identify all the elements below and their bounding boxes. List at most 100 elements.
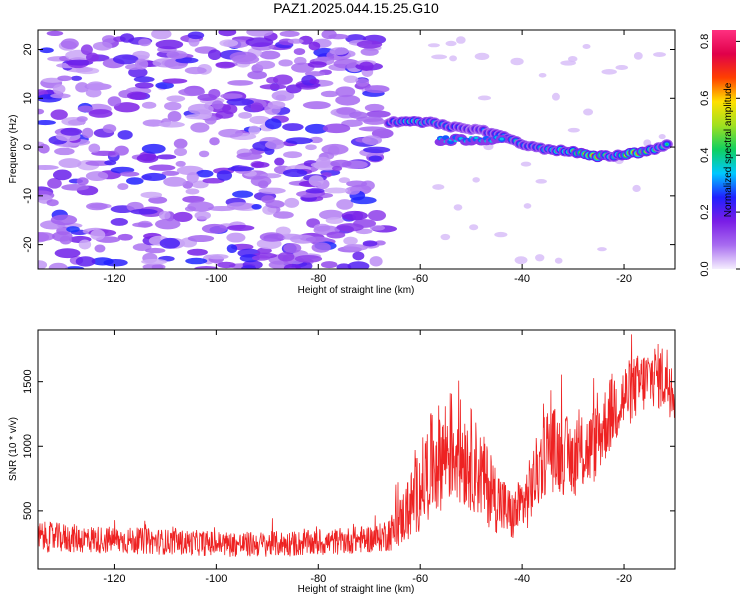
noise-blob bbox=[362, 135, 383, 145]
faint-blob bbox=[514, 256, 528, 265]
noise-blob bbox=[39, 47, 54, 54]
noise-blob bbox=[344, 186, 361, 195]
noise-blob bbox=[187, 248, 208, 256]
noise-blob bbox=[186, 172, 199, 183]
faint-blob bbox=[427, 43, 440, 48]
noise-blob bbox=[374, 240, 386, 246]
noise-blob bbox=[284, 197, 300, 208]
x-tick-label: -40 bbox=[514, 273, 530, 285]
noise-blob bbox=[250, 102, 264, 112]
noise-blob bbox=[220, 93, 243, 99]
noise-blob bbox=[166, 95, 186, 102]
noise-blob bbox=[80, 44, 93, 55]
y-tick-label: -20 bbox=[22, 237, 34, 253]
noise-blob bbox=[76, 177, 89, 186]
noise-blob bbox=[293, 48, 306, 56]
noise-blob bbox=[218, 128, 244, 138]
noise-blob bbox=[249, 115, 270, 125]
noise-blob bbox=[178, 88, 206, 97]
noise-blob bbox=[209, 137, 220, 146]
faint-blob bbox=[633, 51, 643, 60]
x-tick-label: -120 bbox=[103, 273, 125, 285]
noise-blob bbox=[346, 180, 368, 188]
noise-blob bbox=[363, 118, 387, 125]
noise-blob bbox=[185, 188, 200, 195]
noise-blob bbox=[226, 98, 254, 106]
spectrogram-frame bbox=[37, 29, 676, 270]
noise-blob bbox=[77, 105, 94, 113]
noise-blob bbox=[285, 84, 302, 94]
noise-blob bbox=[320, 90, 339, 98]
noise-blob bbox=[358, 126, 387, 132]
faint-blob bbox=[554, 257, 563, 264]
noise-blob bbox=[190, 122, 210, 133]
noise-blob bbox=[341, 210, 368, 221]
noise-blob bbox=[355, 78, 370, 87]
x-tick-label: -20 bbox=[616, 273, 632, 285]
noise-blob bbox=[305, 188, 325, 194]
noise-blob bbox=[86, 81, 106, 91]
noise-blob bbox=[187, 103, 214, 115]
noise-blob bbox=[259, 232, 284, 242]
noise-blob bbox=[54, 248, 81, 259]
noise-blob bbox=[126, 177, 144, 185]
noise-blob bbox=[232, 54, 260, 65]
secondary-band-blob bbox=[474, 136, 479, 140]
noise-blob bbox=[196, 169, 214, 178]
noise-blob bbox=[311, 242, 331, 253]
faint-blob bbox=[583, 108, 594, 116]
noise-blob bbox=[187, 234, 215, 242]
colorbar-tick-label: 0.4 bbox=[699, 148, 711, 163]
noise-blob bbox=[60, 38, 79, 50]
x-tick-label: -100 bbox=[205, 573, 227, 585]
noise-blob bbox=[333, 58, 361, 69]
noise-blob bbox=[208, 88, 221, 99]
noise-blob bbox=[251, 161, 270, 168]
noise-blob bbox=[94, 244, 106, 253]
faint-blob bbox=[440, 233, 451, 241]
noise-blob bbox=[85, 171, 109, 181]
noise-blob bbox=[251, 204, 262, 210]
noise-blob bbox=[38, 164, 59, 171]
noise-blob bbox=[329, 47, 349, 56]
noise-blob bbox=[159, 237, 181, 249]
noise-blob bbox=[343, 244, 368, 251]
noise-blob bbox=[142, 263, 166, 269]
noise-blob bbox=[185, 114, 212, 120]
noise-blob bbox=[110, 218, 128, 226]
noise-blob bbox=[65, 59, 94, 66]
noise-blob bbox=[75, 256, 96, 267]
signal-blob bbox=[665, 143, 669, 146]
noise-blob bbox=[325, 217, 344, 224]
noise-blob bbox=[198, 150, 210, 158]
x-tick-label: -100 bbox=[205, 273, 227, 285]
noise-blob bbox=[255, 60, 276, 70]
noise-blob bbox=[349, 111, 368, 119]
noise-blob bbox=[259, 50, 281, 60]
faint-blob bbox=[445, 40, 457, 47]
noise-blob bbox=[158, 121, 185, 128]
noise-blob bbox=[338, 177, 351, 184]
noise-blob bbox=[320, 261, 338, 269]
noise-blob bbox=[362, 240, 378, 247]
faint-blob bbox=[597, 247, 607, 252]
noise-blob bbox=[308, 41, 321, 51]
noise-blob bbox=[140, 191, 163, 199]
x-tick-label: -60 bbox=[412, 573, 428, 585]
snr-y-label: SNR (10 * v/v) bbox=[8, 417, 19, 481]
noise-blob bbox=[308, 175, 324, 187]
faint-blob bbox=[494, 231, 508, 238]
y-tick-label: -10 bbox=[22, 188, 34, 204]
noise-blob bbox=[173, 138, 188, 149]
noise-blob bbox=[117, 233, 133, 241]
faint-blob bbox=[658, 134, 666, 140]
noise-blob bbox=[59, 235, 72, 245]
noise-blob bbox=[241, 265, 257, 269]
noise-blob bbox=[134, 82, 154, 89]
colorbar-label: Normalized spectral amplitude bbox=[723, 82, 734, 217]
noise-blob bbox=[343, 75, 359, 84]
noise-blob bbox=[364, 85, 390, 94]
noise-blob bbox=[364, 103, 385, 112]
noise-blob bbox=[330, 159, 352, 168]
noise-blob bbox=[267, 100, 286, 110]
